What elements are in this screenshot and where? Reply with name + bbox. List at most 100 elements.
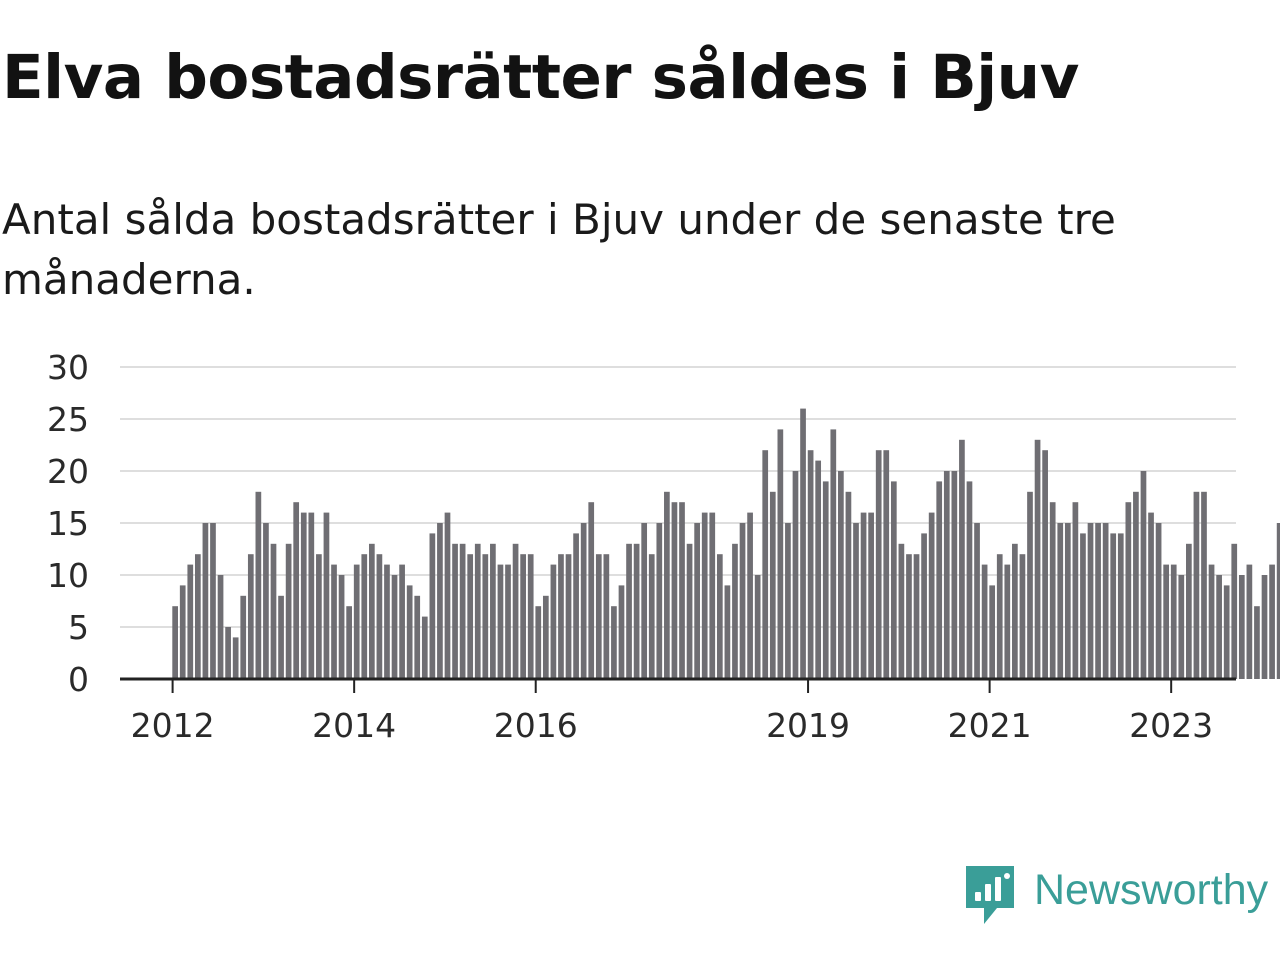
brand-name: Newsworthy — [1034, 866, 1269, 914]
bar — [1057, 523, 1064, 679]
bar — [883, 450, 890, 679]
bar — [754, 575, 761, 679]
bar — [399, 564, 405, 679]
bar — [1254, 606, 1260, 679]
bar — [906, 554, 912, 679]
bar — [558, 554, 564, 679]
bar — [263, 523, 269, 679]
bar — [1019, 554, 1026, 679]
bar — [641, 523, 648, 679]
bar — [648, 554, 655, 679]
bar — [459, 543, 466, 679]
bar — [595, 554, 602, 679]
bar — [875, 450, 882, 679]
x-tick-label: 2023 — [1129, 706, 1213, 745]
bar — [467, 554, 474, 679]
bar — [225, 627, 231, 679]
x-tick-label: 2016 — [494, 706, 578, 745]
bar — [611, 606, 617, 679]
bar — [1170, 564, 1177, 679]
bar — [368, 543, 375, 679]
bar — [1238, 575, 1245, 679]
bar — [1110, 533, 1117, 679]
bar — [943, 471, 950, 679]
chart-subtitle: Antal sålda bostadsrätter i Bjuv under d… — [2, 195, 1116, 304]
x-tick-label: 2021 — [948, 706, 1032, 745]
bar — [792, 471, 799, 679]
bar — [1004, 564, 1011, 679]
bar — [414, 595, 421, 679]
bar — [1080, 533, 1086, 679]
chart-title: Elva bostadsrätter såldes i Bjuv — [2, 42, 1079, 113]
bar — [217, 575, 224, 679]
bar — [868, 512, 874, 679]
bar — [490, 543, 496, 679]
bar — [959, 439, 965, 679]
bar — [550, 564, 557, 679]
bar — [247, 554, 254, 679]
bar — [716, 554, 723, 679]
bar — [240, 595, 247, 679]
bar — [890, 481, 897, 679]
bar — [172, 606, 178, 679]
bar — [1117, 533, 1124, 679]
bar — [1148, 512, 1154, 679]
bar — [187, 564, 194, 679]
bar — [921, 533, 927, 679]
bar — [709, 512, 716, 679]
bar — [512, 543, 519, 679]
bars — [172, 408, 1280, 679]
x-tick-label: 2014 — [312, 706, 396, 745]
bar — [1201, 491, 1207, 679]
bar — [656, 523, 663, 679]
bar — [671, 502, 678, 679]
bar — [542, 595, 549, 679]
bar — [565, 554, 572, 679]
axes — [120, 677, 1236, 693]
bar — [898, 543, 905, 679]
bar — [747, 512, 753, 679]
bar — [1140, 471, 1147, 679]
bar — [966, 481, 973, 679]
bar — [724, 585, 731, 679]
bar — [1193, 491, 1200, 679]
bar — [535, 606, 542, 679]
bar — [482, 554, 489, 679]
bar — [974, 523, 980, 679]
bar — [285, 543, 292, 679]
bar — [474, 543, 481, 679]
bar — [807, 450, 814, 679]
bar — [210, 523, 216, 679]
bar — [701, 512, 708, 679]
bar — [845, 491, 852, 679]
bar — [1155, 523, 1162, 679]
bar — [694, 523, 700, 679]
bar — [1163, 564, 1170, 679]
bar — [361, 554, 368, 679]
bar — [1261, 575, 1268, 679]
newsworthy-logo-icon — [966, 866, 1014, 924]
bar — [664, 491, 670, 679]
bar — [626, 543, 632, 679]
bar — [1246, 564, 1253, 679]
newsworthy-logo: Newsworthy — [964, 864, 1268, 926]
bar — [346, 606, 352, 679]
bar — [679, 502, 685, 679]
bar — [1125, 502, 1132, 679]
bar — [316, 554, 322, 679]
bar — [421, 616, 428, 679]
bar — [1102, 523, 1109, 679]
bar — [293, 502, 300, 679]
bar — [785, 523, 791, 679]
labels: 0510152025302012201420162019202120232025… — [47, 348, 1213, 745]
bar — [452, 543, 458, 679]
bar — [777, 429, 784, 679]
bar — [429, 533, 436, 679]
y-tick-label: 10 — [47, 556, 89, 595]
bar — [1208, 564, 1215, 679]
y-tick-label: 20 — [47, 452, 89, 491]
bar — [739, 523, 746, 679]
bar — [232, 637, 239, 679]
bar — [520, 554, 526, 679]
bar — [384, 564, 390, 679]
